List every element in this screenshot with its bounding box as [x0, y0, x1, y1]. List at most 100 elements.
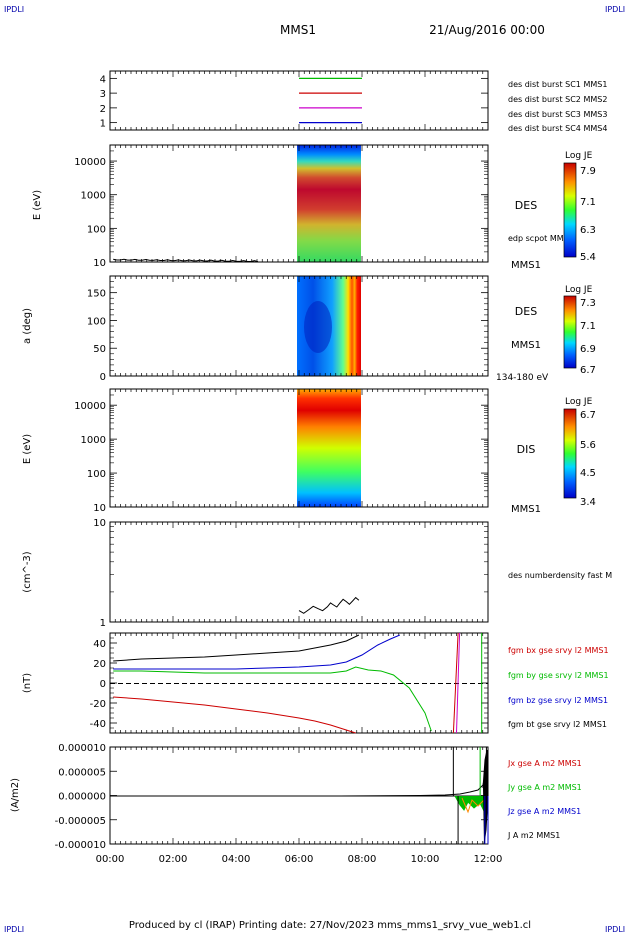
y-tick-label: 0.000005 [58, 767, 106, 778]
time-tick-label: 08:00 [348, 854, 377, 865]
y-tick-label: -40 [90, 719, 106, 730]
corner-logo-br: IPDLI [605, 925, 625, 934]
legend-bz: fgm bz gse srvy l2 MMS1 [508, 696, 608, 705]
footer-text: Produced by cl (IRAP) Printing date: 27/… [129, 920, 531, 931]
b-field-line [452, 632, 459, 734]
colorbar [563, 162, 577, 258]
colorbar-tick: 4.5 [580, 468, 596, 479]
y-axis-label: a (deg) [22, 308, 33, 344]
plot-title: MMS1 [280, 23, 316, 37]
colorbar-tick: 7.3 [580, 298, 596, 309]
label-des: DES [515, 199, 537, 212]
y-tick-label: 1000 [81, 435, 106, 446]
colorbar-tick: 5.4 [580, 252, 596, 263]
y-tick-label: -20 [90, 699, 106, 710]
legend-density: des numberdensity fast M [508, 571, 612, 580]
colorbar-tick: 7.1 [580, 321, 596, 332]
legend-jx: Jx gse A m2 MMS1 [507, 759, 582, 768]
label-dis: DIS [517, 443, 536, 456]
panel-frame [109, 70, 489, 131]
legend-j: J A m2 MMS1 [507, 831, 560, 840]
y-tick-label: 50 [93, 344, 106, 355]
panel-current-density: -0.000010 -0.000005 0.000000 0.000005 0.0000… [10, 743, 582, 851]
current-spike-burst [482, 749, 489, 845]
y-tick-label: 100 [87, 316, 106, 327]
b-field-line [113, 634, 360, 662]
y-tick-label: -0.000005 [55, 816, 106, 827]
legend-by: fgm by gse srvy l2 MMS1 [508, 671, 609, 680]
panel-density: 1 10 (cm^-3) des numberdensity fast M [22, 518, 612, 629]
b-field-line [113, 696, 356, 734]
colorbar-tick: 6.7 [580, 365, 596, 376]
scpot-line [113, 258, 259, 263]
y-tick-label: 150 [87, 289, 106, 300]
corner-logo-tr: IPDLI [605, 5, 625, 14]
colorbar [563, 295, 577, 369]
time-axis: 00:00 02:00 04:00 06:00 08:00 10:00 12:00 [96, 854, 503, 865]
current-jx-line [461, 797, 485, 814]
legend-jz: Jz gse A m2 MMS1 [507, 807, 581, 816]
panel-des-energy: 10 100 1000 10000 E (eV) DES edp scpot MMS1… [32, 144, 596, 271]
colorbar-tick: 6.3 [580, 225, 596, 236]
colorbar-tick: 6.7 [580, 410, 596, 421]
label-des: DES [515, 305, 537, 318]
y-tick-label: 10000 [74, 157, 106, 168]
colorbar-tick: 7.1 [580, 197, 596, 208]
colorbar-tick: 5.6 [580, 440, 596, 451]
y-tick-label: 10000 [74, 401, 106, 412]
label-mms1: MMS1 [511, 340, 541, 351]
legend-sc3: des dist burst SC3 MMS3 [508, 110, 607, 119]
des-energy-heatmap [297, 145, 361, 262]
y-axis-label: E (eV) [22, 434, 33, 464]
b-field-line [113, 634, 400, 670]
b-field-line [456, 632, 461, 734]
y-tick-label: 3 [100, 89, 106, 100]
y-axis-label: (nT) [22, 673, 33, 693]
colorbar-title: Log JE [565, 285, 593, 295]
y-tick-label: 2 [100, 104, 106, 115]
label-mms1: MMS1 [511, 260, 541, 271]
y-tick-label: 40 [93, 639, 106, 650]
time-tick-label: 02:00 [159, 854, 188, 865]
legend-sc2: des dist burst SC2 MMS2 [508, 95, 607, 104]
colorbar-tick: 6.9 [580, 344, 596, 355]
y-tick-label: 100 [87, 469, 106, 480]
y-tick-label: 20 [93, 659, 106, 670]
panel-burst: 1 2 3 4 des dist burst SC1 MMS1 des dist bu… [100, 70, 607, 133]
time-tick-label: 06:00 [285, 854, 314, 865]
y-tick-label: 1 [100, 119, 106, 130]
legend-bt: fgm bt gse srvy l2 MMS1 [508, 720, 607, 729]
corner-logo-tl: IPDLI [4, 5, 24, 14]
panel-magnetic-field: -40 -20 0 20 40 (nT) fgm bx gse srvy l2 MMS1… [22, 632, 609, 734]
y-axis-label: (A/m2) [10, 778, 21, 812]
dis-energy-heatmap [297, 389, 361, 507]
label-scpot: edp scpot MMS1 [508, 234, 574, 243]
y-tick-label: 0.000000 [58, 792, 106, 803]
colorbar-tick: 3.4 [580, 497, 596, 508]
y-tick-label: 100 [87, 224, 106, 235]
time-tick-label: 10:00 [411, 854, 440, 865]
time-tick-label: 04:00 [222, 854, 251, 865]
legend-sc4: des dist burst SC4 MMS4 [508, 124, 607, 133]
panel-frame [109, 521, 489, 623]
current-jy-line [454, 795, 489, 817]
y-tick-label: 10 [93, 503, 106, 514]
y-tick-label: 0 [100, 679, 106, 690]
panel-des-pitch: 0 50 100 150 a (deg) DES MMS1 134-180 eV Lo… [22, 275, 596, 383]
y-tick-label: 1 [100, 618, 106, 629]
colorbar-tick: 7.9 [580, 166, 596, 177]
des-energy-shade [297, 145, 361, 262]
corner-logo-bl: IPDLI [4, 925, 24, 934]
y-tick-label: 10 [93, 518, 106, 529]
colorbar-title: Log JE [565, 151, 593, 161]
y-tick-label: 4 [100, 74, 106, 85]
y-tick-label: 1000 [81, 191, 106, 202]
y-axis-label: (cm^-3) [22, 551, 33, 592]
density-line [298, 596, 360, 614]
y-tick-label: 0.000010 [58, 743, 106, 754]
legend-bx: fgm bx gse srvy l2 MMS1 [508, 646, 609, 655]
label-range: 134-180 eV [496, 373, 549, 383]
y-tick-label: 10 [93, 258, 106, 269]
y-axis-label: E (eV) [32, 190, 43, 220]
label-mms1: MMS1 [511, 504, 541, 515]
